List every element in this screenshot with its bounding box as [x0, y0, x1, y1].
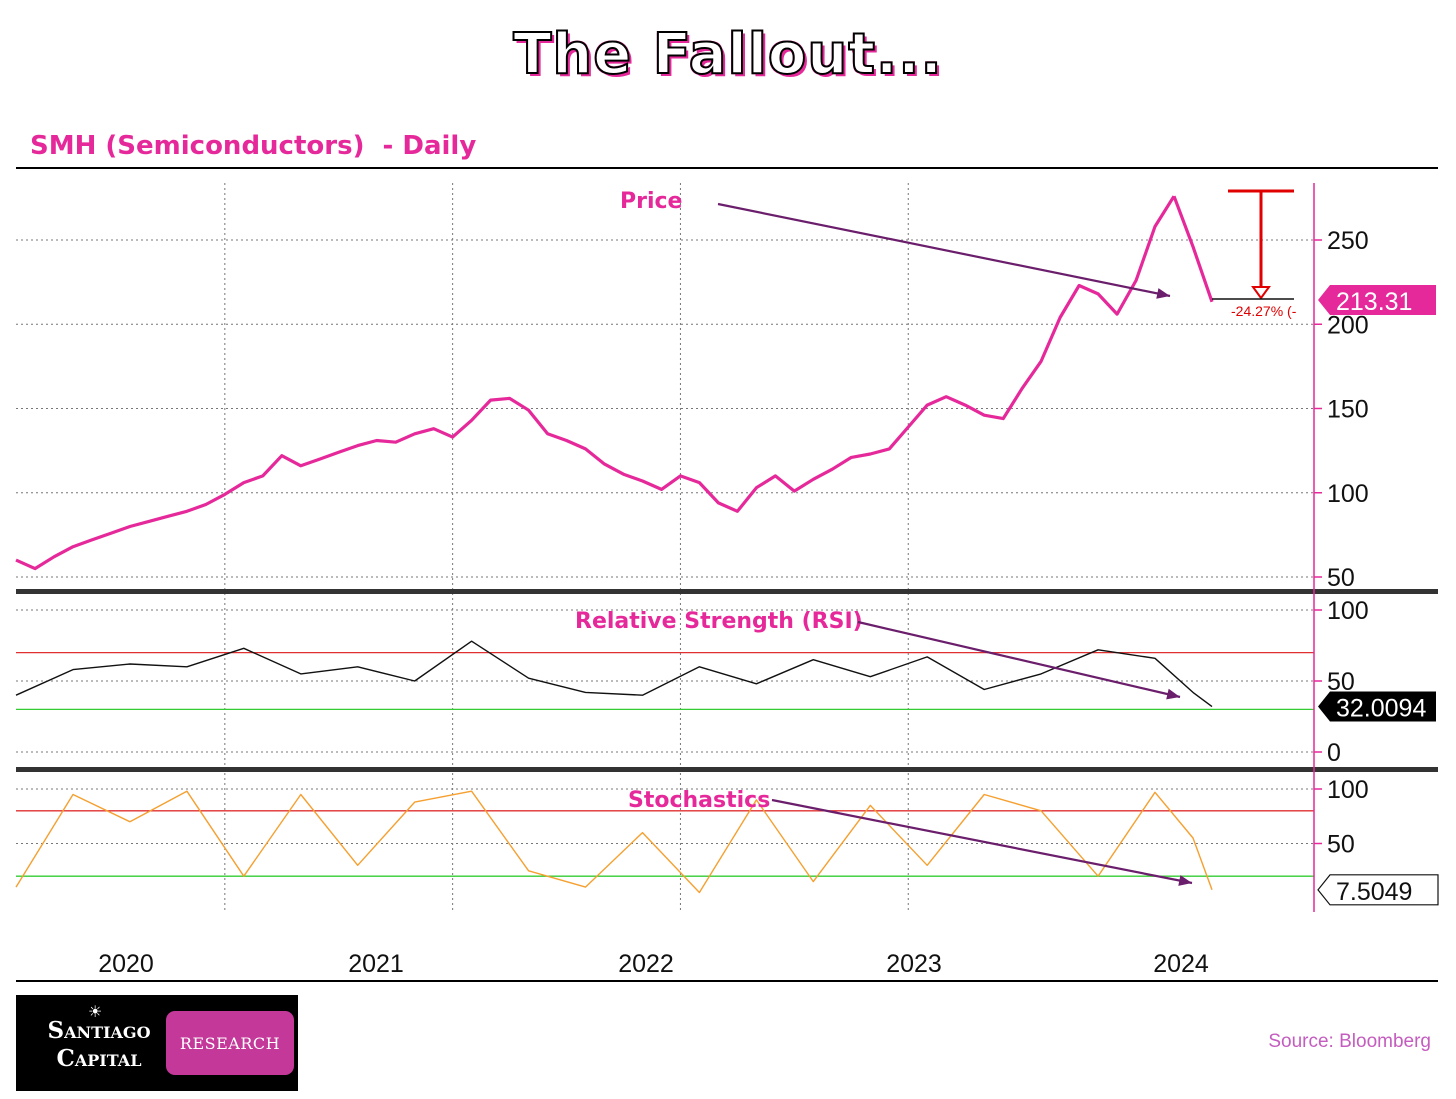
y-tick-label: 150 [1327, 396, 1369, 424]
stochastics-last-value-label: 7.5049 [1336, 878, 1412, 906]
y-tick-label: 100 [1327, 776, 1369, 804]
y-tick-label: 100 [1327, 480, 1369, 508]
band-layer [16, 651, 1314, 877]
research-badge: RESEARCH [166, 1011, 294, 1075]
price-last-value-tag [1318, 285, 1436, 315]
chart-subtitle: SMH (Semiconductors) - Daily [30, 131, 477, 161]
stochastics-arrow-line [771, 798, 1193, 885]
x-tick-label: 2021 [348, 950, 404, 978]
x-tick-label: 2020 [98, 950, 154, 978]
stochastics-arrow-head [1178, 875, 1192, 886]
page-title: The Fallout... [512, 21, 943, 88]
y-tick-label: 50 [1327, 831, 1355, 859]
series-layer [15, 195, 1214, 894]
price-series-line [15, 195, 1176, 571]
annotation-layer: Price Relative Strength (RSI) Stochastics -… [575, 189, 1297, 886]
x-tick-label: 2023 [886, 950, 942, 978]
price-arrow-line [717, 202, 1171, 298]
rsi-annotation: Relative Strength (RSI) [575, 609, 863, 634]
rsi-arrow-head [1166, 688, 1180, 700]
price-last-value-label: 213.31 [1336, 288, 1412, 316]
y-tick-label: 50 [1327, 668, 1355, 696]
panel-divider-1 [16, 589, 1438, 594]
stochastics-last-value-tag [1317, 874, 1439, 906]
stochastics-series-line [15, 790, 1213, 894]
price-series-line [1172, 195, 1214, 303]
rsi-series-line [15, 640, 1213, 708]
y-tick-label: 0 [1327, 739, 1341, 767]
source-note: Source: Bloomberg [1268, 1031, 1431, 1052]
logo-line2: Capital [56, 1045, 142, 1072]
y-tick-label: 50 [1327, 564, 1355, 592]
logo-line1: Santiago [47, 1017, 151, 1044]
stochastics-annotation: Stochastics [628, 788, 770, 813]
x-tick-label: 2024 [1153, 950, 1209, 978]
price-annotation: Price [620, 189, 682, 214]
y-tick-label: 100 [1327, 597, 1369, 625]
rsi-arrow-line [857, 620, 1181, 699]
logo-wordmark: Santiago Capital [20, 1017, 178, 1073]
x-tick-label: 2022 [618, 950, 674, 978]
rsi-last-value-label: 32.0094 [1336, 695, 1426, 723]
price-arrow-head [1156, 288, 1170, 299]
grid-layer [16, 183, 1314, 912]
santiago-capital-logo: ☀ Santiago Capital RESEARCH [16, 995, 298, 1091]
panel-divider-2 [16, 767, 1438, 772]
axis-layer: 2020 2021 2022 2023 2024 250 200 150 100 50 213.31… [16, 167, 1439, 982]
sun-icon: ☀ [88, 1004, 103, 1021]
drawdown-change-label: -24.27% (- [1231, 303, 1297, 319]
y-tick-label: 250 [1327, 227, 1369, 255]
drawdown-arrow-head [1251, 286, 1271, 300]
y-tick-label: 200 [1327, 311, 1369, 339]
rsi-last-value-tag [1318, 691, 1436, 722]
